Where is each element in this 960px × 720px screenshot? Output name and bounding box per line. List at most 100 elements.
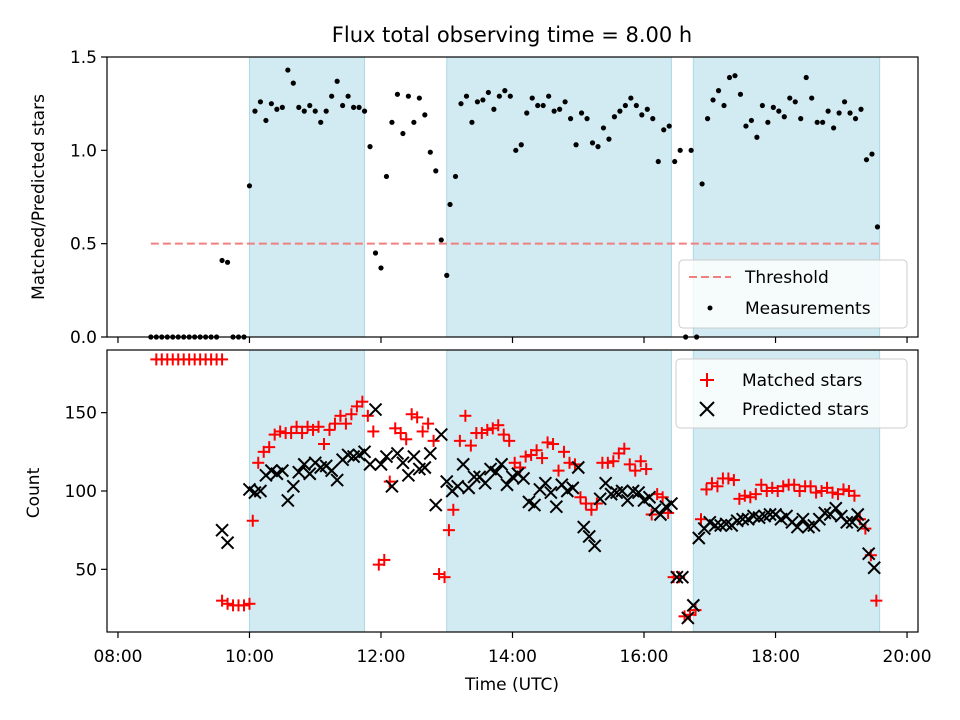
predicted-star-point bbox=[593, 492, 607, 506]
measurement-point bbox=[444, 272, 450, 278]
matched-star-point bbox=[629, 464, 642, 477]
predicted-star-point bbox=[363, 457, 377, 472]
measurement-point bbox=[726, 74, 733, 81]
measurement-point bbox=[405, 93, 411, 99]
predicted-star-point bbox=[708, 518, 722, 533]
predicted-star-point bbox=[566, 481, 580, 495]
predicted-stars-series bbox=[215, 402, 881, 625]
x-tick-label: 08:00 bbox=[93, 647, 142, 667]
predicted-star-point bbox=[489, 465, 503, 479]
measurement-point bbox=[485, 89, 491, 96]
matched-star-point bbox=[689, 604, 702, 617]
matched-star-point bbox=[826, 486, 839, 499]
x-tick-label: 16:00 bbox=[620, 647, 669, 667]
matched-star-point bbox=[837, 483, 850, 496]
predicted-star-point bbox=[598, 476, 613, 490]
x-tick-label: 10:00 bbox=[225, 647, 274, 667]
matched-star-point bbox=[574, 491, 587, 504]
measurement-point bbox=[535, 102, 541, 109]
measurement-point bbox=[639, 112, 645, 118]
matched-star-point bbox=[378, 553, 391, 566]
measurement-point bbox=[611, 114, 618, 120]
matched-star-point bbox=[755, 478, 768, 491]
predicted-star-point bbox=[281, 493, 295, 508]
matched-star-point bbox=[323, 423, 336, 436]
matched-star-point bbox=[634, 455, 647, 468]
measurement-point bbox=[438, 237, 444, 243]
predicted-star-point bbox=[440, 474, 454, 489]
measurement-point bbox=[224, 259, 231, 265]
measurement-point bbox=[661, 127, 667, 133]
measurement-point bbox=[584, 116, 590, 122]
matched-star-point bbox=[383, 475, 396, 488]
top-x-ticks bbox=[117, 337, 908, 343]
measurement-point bbox=[787, 95, 793, 101]
measurement-point bbox=[463, 93, 470, 99]
measurement-point bbox=[677, 147, 683, 153]
predicted-star-point bbox=[735, 512, 750, 526]
measurement-point bbox=[290, 80, 296, 86]
measurement-point bbox=[389, 119, 395, 125]
matched-star-point bbox=[601, 456, 614, 469]
predicted-star-point bbox=[500, 478, 514, 492]
measurement-point bbox=[551, 108, 557, 114]
bottom-y-tick-label: 100 bbox=[65, 482, 97, 502]
measurement-point bbox=[655, 158, 661, 165]
predicted-star-point bbox=[686, 598, 701, 613]
matched-star-point bbox=[422, 417, 435, 430]
x-tick-label: 20:00 bbox=[883, 647, 932, 667]
matched-star-point bbox=[400, 433, 413, 446]
x-axis-label: Time (UTC) bbox=[464, 675, 559, 695]
measurement-point bbox=[650, 116, 656, 122]
top-shaded-interval-1 bbox=[446, 56, 672, 338]
bottom-y-tick-label: 150 bbox=[65, 404, 97, 424]
measurement-point bbox=[285, 67, 291, 73]
predicted-star-point bbox=[401, 468, 416, 483]
matched-star-point bbox=[552, 464, 565, 477]
measurement-point bbox=[847, 110, 853, 116]
matched-star-point bbox=[464, 439, 477, 452]
predicted-star-point bbox=[692, 531, 706, 545]
top-shaded-interval-0 bbox=[248, 56, 366, 338]
top-y-tick-label: 0.0 bbox=[70, 328, 97, 348]
measurement-point bbox=[743, 123, 749, 129]
predicted-star-point bbox=[297, 457, 311, 472]
matched-star-point bbox=[367, 425, 380, 438]
predicted-star-point bbox=[461, 481, 476, 495]
matched-star-point bbox=[870, 594, 883, 607]
matched-star-point bbox=[481, 423, 494, 436]
bottom-legend-box bbox=[675, 358, 908, 429]
legend-measurements-label: Measurements bbox=[745, 299, 871, 319]
matched-star-point bbox=[640, 463, 653, 476]
predicted-star-point bbox=[407, 449, 421, 464]
predicted-star-point bbox=[286, 479, 301, 494]
top-plot-panel: 0.0 0.5 1.0 1.5 Matched/Predicted stars Thr… bbox=[29, 48, 919, 348]
measurement-point bbox=[666, 123, 672, 129]
top-legend-box bbox=[678, 259, 908, 329]
matched-star-point bbox=[339, 417, 352, 430]
measurement-point bbox=[400, 130, 406, 137]
measurement-point bbox=[578, 110, 585, 116]
measurement-point bbox=[507, 93, 513, 99]
x-tick-label: 18:00 bbox=[751, 647, 800, 667]
matched-star-point bbox=[541, 436, 554, 449]
predicted-star-point bbox=[434, 427, 448, 442]
measurement-point bbox=[307, 102, 313, 109]
top-legend: Threshold Measurements bbox=[678, 259, 908, 329]
legend-threshold-label: Threshold bbox=[744, 268, 829, 288]
predicted-star-point bbox=[374, 457, 388, 472]
measurement-point bbox=[754, 134, 760, 140]
predicted-star-point bbox=[220, 535, 235, 550]
measurement-point bbox=[496, 93, 502, 99]
measurement-point bbox=[540, 102, 546, 109]
measurement-point bbox=[644, 106, 650, 112]
measurement-point bbox=[263, 117, 269, 124]
measurement-point bbox=[334, 78, 340, 84]
predicted-star-point bbox=[527, 498, 542, 512]
matched-star-point bbox=[334, 409, 347, 422]
measurement-point bbox=[350, 104, 357, 110]
predicted-star-point bbox=[856, 518, 870, 533]
matched-star-point bbox=[700, 483, 713, 496]
measurement-point bbox=[546, 93, 552, 99]
